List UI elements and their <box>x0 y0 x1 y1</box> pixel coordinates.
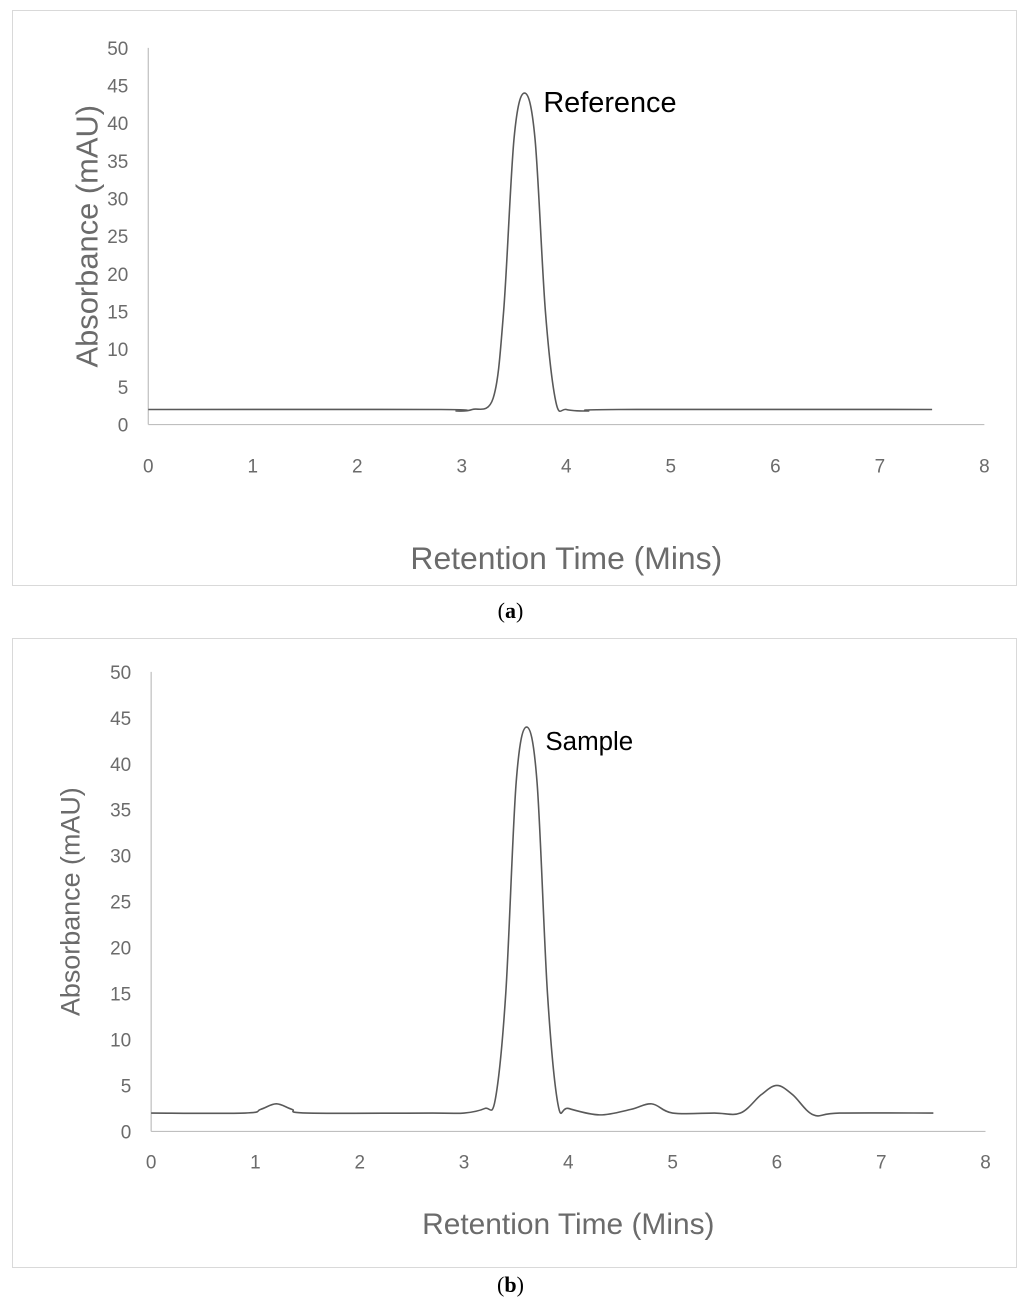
chart-a-y-tick-label: 40 <box>107 114 128 135</box>
chart-a-x-tick-label: 4 <box>561 456 572 477</box>
chart-a-y-tick-label: 20 <box>107 265 128 286</box>
chart-b-y-tick-label: 5 <box>121 1076 132 1097</box>
chart-b-x-tick-label: 8 <box>980 1152 991 1173</box>
caption-a: (a) <box>0 598 1021 624</box>
chart-a-y-tick-label: 15 <box>107 303 128 324</box>
chart-a-y-tick-label: 10 <box>107 340 128 361</box>
chart-a-x-tick-label: 3 <box>457 456 468 477</box>
caption-b-open: ( <box>497 1272 505 1297</box>
caption-a-open: ( <box>497 598 505 623</box>
caption-b-letter: b <box>504 1272 517 1297</box>
chart-b-x-tick-label: 7 <box>876 1152 887 1173</box>
chart-b-y-tick-label: 10 <box>110 1031 131 1052</box>
chart-b-x-axis-title: Retention Time (Mins) <box>422 1208 714 1241</box>
chart-b-x-tick-label: 3 <box>459 1152 470 1173</box>
chart-a-y-tick-label: 5 <box>118 378 129 399</box>
chart-a-y-tick-label: 35 <box>107 152 128 173</box>
chart-b-y-tick-label: 20 <box>110 939 131 960</box>
caption-b: (b) <box>0 1272 1021 1298</box>
chart-a-y-tick-label: 25 <box>107 227 128 248</box>
chart-a-x-tick-label: 8 <box>979 456 990 477</box>
chart-b-x-tick-label: 5 <box>667 1152 678 1173</box>
chart-b-y-tick-label: 25 <box>110 893 131 914</box>
chart-b-y-axis-title: Absorbance (mAU) <box>55 787 85 1016</box>
chart-b-y-tick-label: 35 <box>110 801 131 822</box>
chart-a-x-tick-label: 2 <box>352 456 363 477</box>
chart-b-peak-annotation: Sample <box>545 728 633 756</box>
chart-a-x-tick-label: 6 <box>770 456 781 477</box>
chart-a-y-tick-label: 30 <box>107 190 128 211</box>
chart-b-y-tick-label: 0 <box>121 1122 132 1143</box>
chart-a-y-tick-label: 45 <box>107 77 128 98</box>
chart-a-x-tick-label: 5 <box>666 456 677 477</box>
chart-a-series-line <box>148 92 933 413</box>
chart-a-x-tick-label: 7 <box>875 456 886 477</box>
chart-b-series-line <box>151 726 934 1117</box>
chart-b-x-tick-label: 0 <box>146 1152 157 1173</box>
chart-b-x-tick-label: 1 <box>250 1152 261 1173</box>
chart-b-y-tick-label: 45 <box>110 709 131 730</box>
caption-a-letter: a <box>505 598 516 623</box>
chart-b-y-tick-label: 30 <box>110 847 131 868</box>
chart-a-y-axis-title: Absorbance (mAU) <box>69 105 104 368</box>
chart-panel-a: 0 5 10 15 20 25 30 35 40 45 50 0 1 2 3 4 5 6 7 8 Retention T… <box>12 10 1017 586</box>
chart-a-x-axis-title: Retention Time (Mins) <box>410 540 722 576</box>
chart-a-peak-annotation: Reference <box>543 87 676 119</box>
caption-b-close: ) <box>516 1272 524 1297</box>
chart-a-x-tick-label: 0 <box>143 456 154 477</box>
chart-b-y-tick-label: 40 <box>110 755 131 776</box>
chart-b-y-tick-label: 50 <box>110 663 131 684</box>
chart-b-x-tick-label: 2 <box>354 1152 365 1173</box>
chart-b-x-tick-label: 4 <box>563 1152 574 1173</box>
chart-b-y-tick-label: 15 <box>110 985 131 1006</box>
chart-a-y-tick-label: 0 <box>118 416 129 437</box>
chart-b-x-tick-label: 6 <box>772 1152 783 1173</box>
chart-a-y-tick-label: 50 <box>107 39 128 60</box>
chart-panel-b: 0 5 10 15 20 25 30 35 40 45 50 0 1 2 3 4 5 6 7 8 Retention T… <box>12 638 1017 1268</box>
caption-a-close: ) <box>516 598 524 623</box>
chart-a-x-tick-label: 1 <box>248 456 259 477</box>
